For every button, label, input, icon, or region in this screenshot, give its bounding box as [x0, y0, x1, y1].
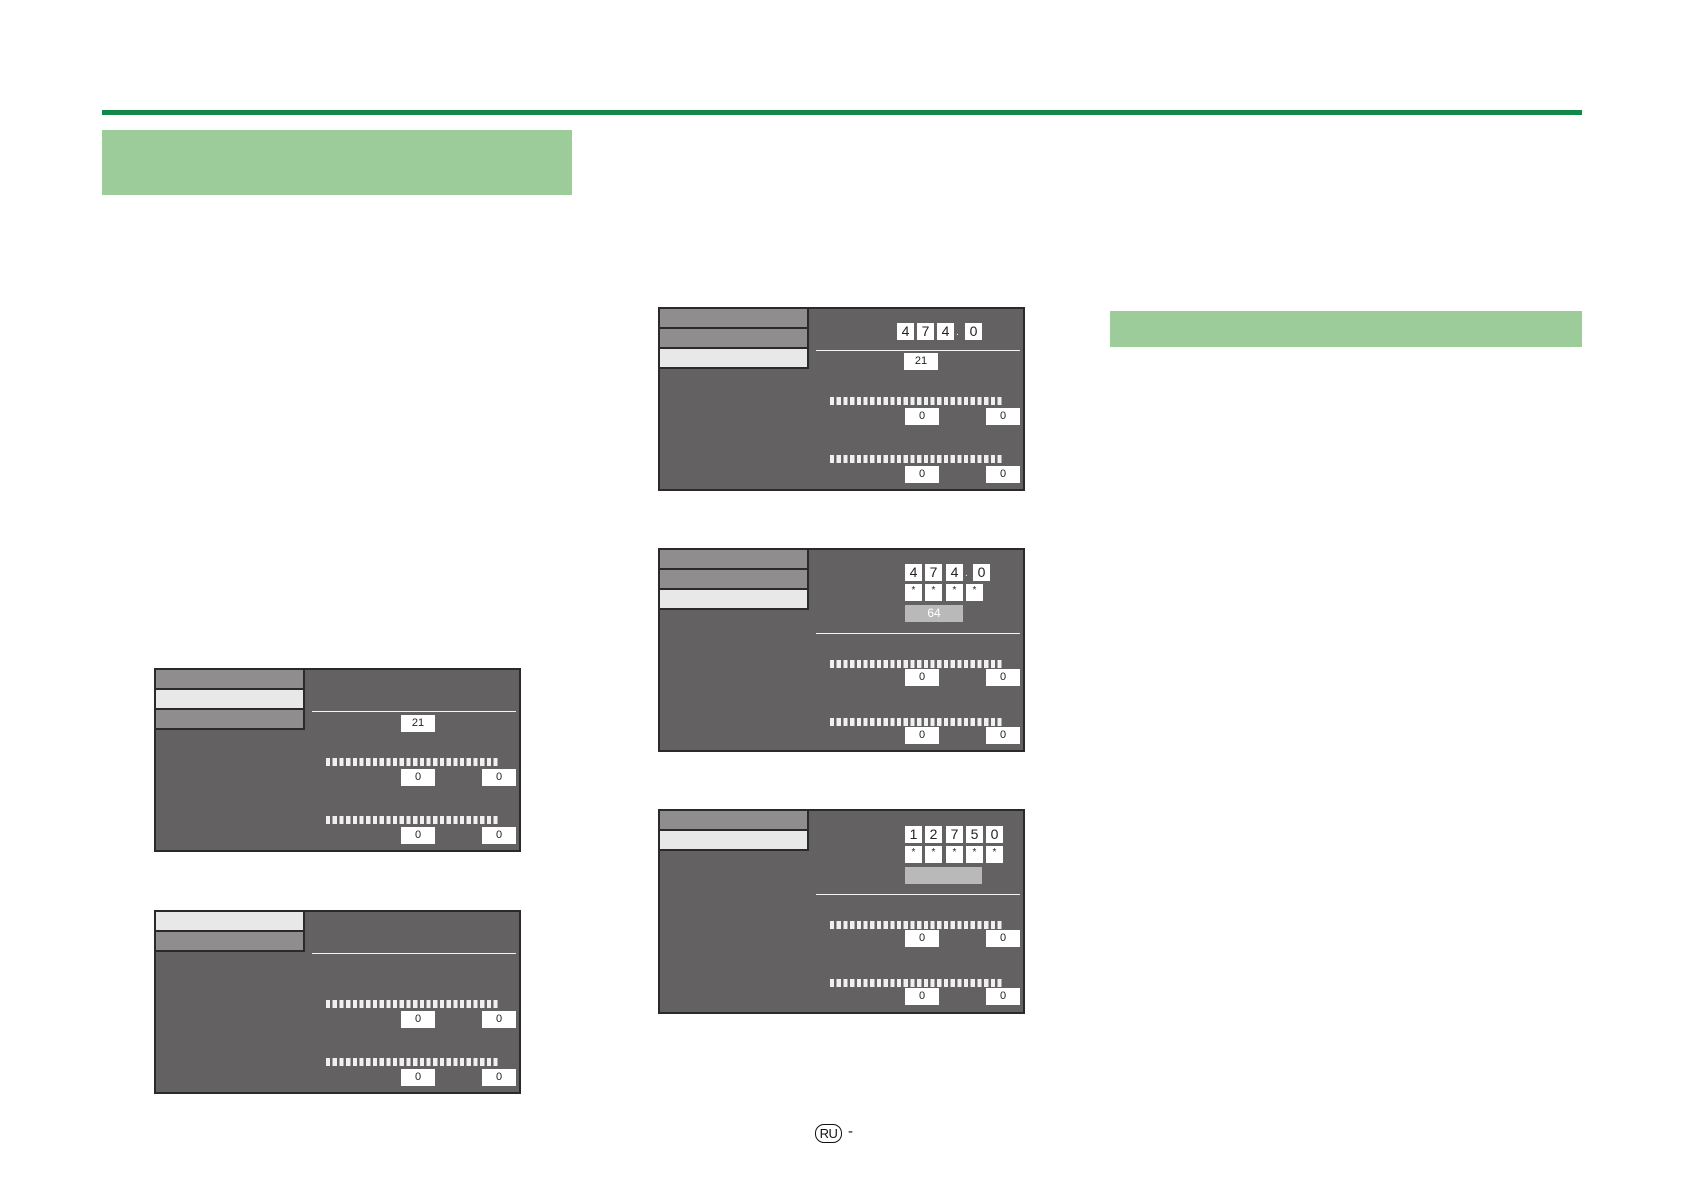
signal-level-bar [326, 1000, 500, 1008]
tv-menu-panel: 1 2 7 5 0 * * * * * 0 0 0 0 [658, 809, 1025, 1014]
tv-menu-panel: 0 0 0 0 [154, 910, 521, 1094]
frequency-digit[interactable]: 7 [925, 564, 942, 581]
divider-line [816, 633, 1020, 634]
level-value-left: 0 [401, 769, 435, 786]
frequency-digit[interactable]: 7 [917, 323, 934, 340]
password-digit[interactable]: * [966, 584, 983, 601]
signal-level-bar [326, 1058, 500, 1066]
section-heading-band-left [102, 130, 572, 195]
menu-item[interactable] [660, 550, 809, 570]
menu-item[interactable] [660, 570, 809, 590]
menu-item[interactable] [660, 590, 809, 610]
signal-level-bar [830, 455, 1004, 463]
signal-level-bar [830, 718, 1004, 726]
level-value-right: 0 [482, 827, 516, 844]
menu-item[interactable] [156, 932, 305, 952]
frequency-digit[interactable]: 2 [925, 826, 942, 843]
menu-item[interactable] [660, 831, 809, 851]
level-value-right: 0 [986, 727, 1020, 744]
signal-level-bar [830, 921, 1004, 929]
password-digit[interactable]: * [925, 846, 942, 863]
menu-item[interactable] [156, 690, 305, 710]
frequency-digit[interactable]: 7 [946, 826, 963, 843]
password-digit[interactable]: * [905, 846, 922, 863]
level-value-right: 0 [482, 769, 516, 786]
signal-level-bar [326, 758, 500, 766]
page-separator: - [848, 1123, 853, 1140]
menu-item[interactable] [660, 329, 809, 349]
password-digit[interactable]: * [946, 846, 963, 863]
frequency-digit[interactable]: 4 [946, 564, 963, 581]
divider-line [816, 350, 1020, 351]
decimal-point: . [956, 327, 959, 338]
level-value-right: 0 [986, 466, 1020, 483]
frequency-digit[interactable]: 4 [937, 323, 954, 340]
level-value-right: 0 [482, 1011, 516, 1028]
signal-level-bar [830, 979, 1004, 987]
level-value-left: 0 [401, 1069, 435, 1086]
level-value-right: 0 [986, 988, 1020, 1005]
menu-item[interactable] [660, 811, 809, 831]
menu-item[interactable] [156, 912, 305, 932]
level-value-left: 0 [905, 466, 939, 483]
tv-menu-panel: 4 7 4. 0 * * * * 64 0 0 0 0 [658, 548, 1025, 752]
language-badge: RU [815, 1124, 842, 1143]
level-value-left: 0 [401, 1011, 435, 1028]
frequency-decimal-digit[interactable]: 0 [973, 564, 990, 581]
divider-line [312, 953, 516, 954]
level-value-left: 0 [905, 669, 939, 686]
password-digit[interactable]: * [925, 584, 942, 601]
channel-value[interactable]: 21 [904, 353, 938, 370]
password-digit[interactable]: * [946, 584, 963, 601]
frequency-digit[interactable]: 4 [905, 564, 922, 581]
frequency-digit[interactable]: 5 [966, 826, 983, 843]
highlighted-value-field [905, 867, 982, 884]
level-value-left: 0 [401, 827, 435, 844]
signal-level-bar [830, 397, 1004, 405]
frequency-digit[interactable]: 1 [905, 826, 922, 843]
highlighted-value-field: 64 [905, 605, 963, 622]
menu-item[interactable] [156, 710, 305, 730]
level-value-right: 0 [482, 1069, 516, 1086]
menu-item[interactable] [660, 349, 809, 369]
divider-line [312, 711, 516, 712]
channel-value[interactable]: 21 [401, 715, 435, 732]
level-value-right: 0 [986, 408, 1020, 425]
level-value-right: 0 [986, 930, 1020, 947]
menu-item[interactable] [156, 670, 305, 690]
password-digit[interactable]: * [966, 846, 983, 863]
password-digit[interactable]: * [986, 846, 1003, 863]
level-value-left: 0 [905, 408, 939, 425]
menu-item[interactable] [660, 309, 809, 329]
header-rule [102, 110, 1582, 115]
decimal-point: . [965, 568, 968, 579]
frequency-digit[interactable]: 0 [986, 826, 1003, 843]
password-digit[interactable]: * [905, 584, 922, 601]
tv-menu-panel: 21 0 0 0 0 [154, 668, 521, 852]
level-value-left: 0 [905, 988, 939, 1005]
frequency-decimal-digit[interactable]: 0 [965, 323, 982, 340]
signal-level-bar [830, 660, 1004, 668]
divider-line [816, 894, 1020, 895]
frequency-digit[interactable]: 4 [897, 323, 914, 340]
signal-level-bar [326, 816, 500, 824]
tv-menu-panel: 4 7 4. 0 21 0 0 0 0 [658, 307, 1025, 491]
level-value-right: 0 [986, 669, 1020, 686]
level-value-left: 0 [905, 727, 939, 744]
level-value-left: 0 [905, 930, 939, 947]
section-heading-band-right [1110, 311, 1582, 347]
